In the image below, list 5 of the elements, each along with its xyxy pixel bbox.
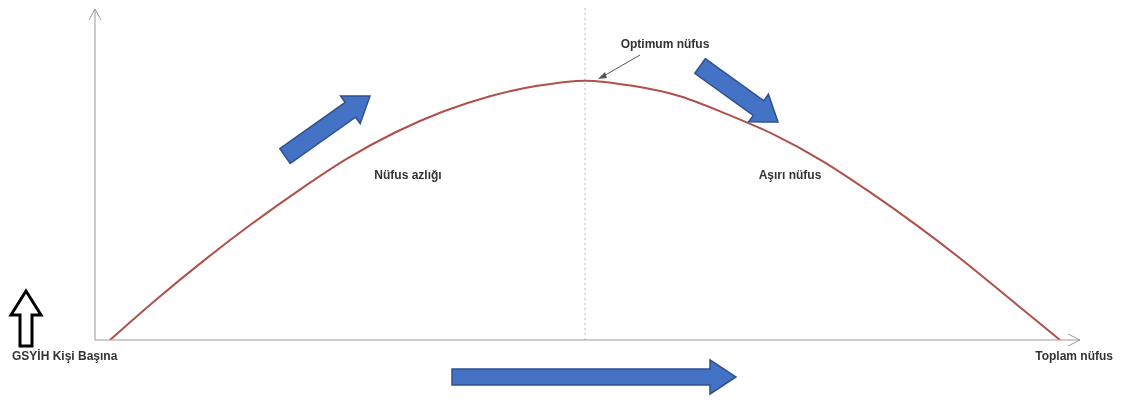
annotation: Nüfus azlığı — [372, 168, 444, 182]
y-axis-title: GSYİH Kişi Başına — [10, 349, 120, 363]
annotation: Aşırı nüfus — [756, 168, 824, 182]
text: Optimum nüfus — [618, 37, 712, 51]
x-axis-title: Toplam nüfus — [1033, 349, 1115, 363]
